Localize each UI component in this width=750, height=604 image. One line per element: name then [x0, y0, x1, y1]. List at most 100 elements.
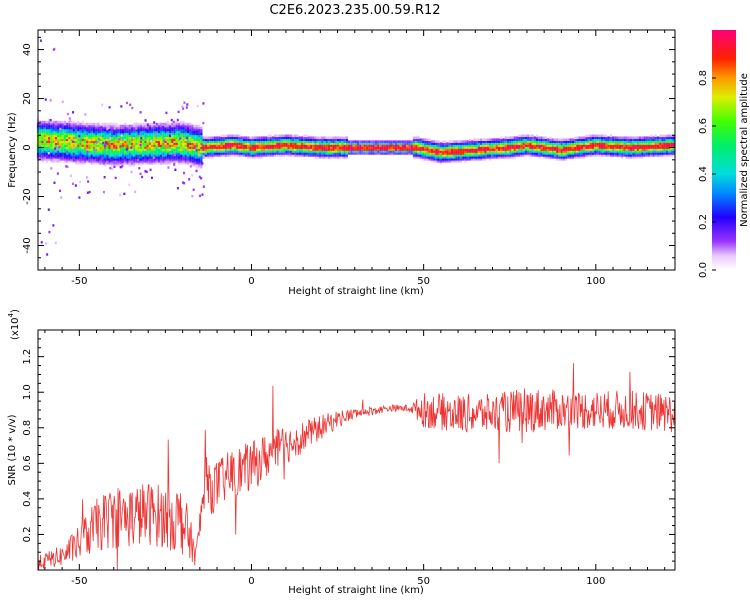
- heatmap-cell: [72, 148, 75, 151]
- heatmap-cell: [556, 140, 559, 143]
- heatmap-cell: [339, 142, 342, 145]
- heatmap-cell: [95, 152, 98, 155]
- heatmap-cell: [283, 136, 286, 140]
- heatmap-cell: [63, 152, 66, 155]
- heatmap-cell: [112, 144, 116, 147]
- heatmap-cell: [643, 140, 646, 143]
- heatmap-cell: [229, 154, 232, 157]
- heatmap-cell: [444, 158, 447, 161]
- heatmap-cell: [652, 140, 655, 143]
- heatmap-cell: [48, 134, 51, 138]
- heatmap-cell: [527, 134, 530, 138]
- heatmap-cell: [95, 142, 98, 145]
- heatmap-cell: [589, 146, 592, 149]
- heatmap-cell: [484, 148, 487, 151]
- heatmap-cell: [614, 148, 617, 151]
- heatmap-cell: [247, 154, 250, 157]
- heatmap-cell: [258, 144, 261, 147]
- heatmap-cell: [612, 154, 615, 157]
- heatmap-cell: [70, 159, 73, 163]
- heatmap-cell: [130, 130, 134, 134]
- heatmap-cell: [428, 142, 431, 145]
- heatmap-cell: [636, 142, 639, 145]
- heatmap-cell: [213, 140, 216, 143]
- heatmap-cell: [173, 140, 176, 143]
- heatmap-cell: [638, 152, 642, 155]
- heatmap-cell: [578, 142, 581, 145]
- heatmap-cell: [97, 144, 100, 147]
- heatmap-cell: [643, 142, 646, 145]
- heatmap-cell: [365, 150, 369, 153]
- heatmap-cell: [538, 150, 541, 153]
- heatmap-cell: [74, 142, 78, 145]
- heatmap-cell: [41, 134, 44, 138]
- heatmap-cell: [79, 146, 82, 149]
- heatmap-cell: [540, 140, 543, 143]
- heatmap-cell: [278, 154, 281, 157]
- heatmap-cell: [151, 134, 154, 138]
- heatmap-cell: [74, 138, 78, 142]
- heatmap-cell: [638, 138, 642, 142]
- heatmap-cell: [569, 150, 572, 153]
- heatmap-cell: [41, 130, 44, 134]
- heatmap-cell: [419, 138, 422, 142]
- heatmap-cell: [397, 146, 400, 149]
- heatmap-cell: [665, 138, 669, 142]
- heatmap-cell: [421, 140, 425, 143]
- heatmap-cell: [578, 152, 581, 155]
- heatmap-cell: [180, 126, 183, 130]
- heatmap-cell: [408, 144, 411, 147]
- heatmap-cell: [173, 138, 176, 142]
- heatmap-cell: [117, 148, 120, 151]
- heatmap-cell: [57, 126, 60, 130]
- heatmap-cell: [647, 146, 651, 149]
- heatmap-cell: [256, 152, 259, 155]
- heatmap-cell: [180, 150, 183, 153]
- heatmap-cell: [486, 154, 489, 157]
- heatmap-cell: [518, 154, 521, 157]
- heatmap-cell: [86, 144, 89, 147]
- heatmap-cell: [625, 156, 628, 159]
- heatmap-cell: [81, 152, 84, 155]
- heatmap-cell: [544, 150, 548, 153]
- heatmap-cell: [388, 146, 391, 149]
- heatmap-cell: [200, 150, 203, 153]
- heatmap-cell: [209, 156, 212, 159]
- heatmap-cell: [48, 126, 51, 130]
- heatmap-cell: [450, 156, 454, 159]
- heatmap-cell: [242, 140, 246, 143]
- heatmap-cell: [142, 134, 145, 138]
- heatmap-cell: [157, 134, 160, 138]
- heatmap-cell: [115, 136, 118, 140]
- heatmap-cell: [605, 136, 608, 140]
- heatmap-cell: [191, 138, 194, 142]
- heatmap-cell: [110, 150, 113, 153]
- heatmap-cell: [473, 144, 476, 147]
- heatmap-cell: [598, 154, 601, 157]
- heatmap-cell: [359, 152, 362, 155]
- heatmap-cell: [74, 136, 78, 140]
- heatmap-cell: [139, 146, 143, 149]
- heatmap-cell: [191, 130, 194, 134]
- heatmap-cell: [112, 146, 116, 149]
- heatmap-cell: [81, 122, 84, 126]
- heatmap-cell: [61, 140, 64, 143]
- heatmap-cell: [41, 142, 44, 145]
- heatmap-cell: [148, 154, 152, 157]
- heatmap-cell: [629, 150, 633, 153]
- heatmap-cell: [115, 156, 118, 159]
- heatmap-cell: [101, 150, 105, 153]
- heatmap-cell: [79, 161, 82, 165]
- heatmap-cell: [126, 159, 129, 163]
- heatmap-cell: [419, 150, 422, 153]
- heatmap-cell: [341, 140, 344, 143]
- heatmap-cell: [621, 148, 624, 151]
- heatmap-cell: [325, 144, 328, 147]
- heatmap-cell: [209, 138, 212, 142]
- heatmap-cell: [444, 144, 447, 147]
- heatmap-cell: [41, 138, 44, 142]
- heatmap-cell: [164, 161, 167, 165]
- heatmap-cell: [399, 150, 402, 153]
- heatmap-cell: [289, 142, 293, 145]
- heatmap-cell: [294, 148, 297, 151]
